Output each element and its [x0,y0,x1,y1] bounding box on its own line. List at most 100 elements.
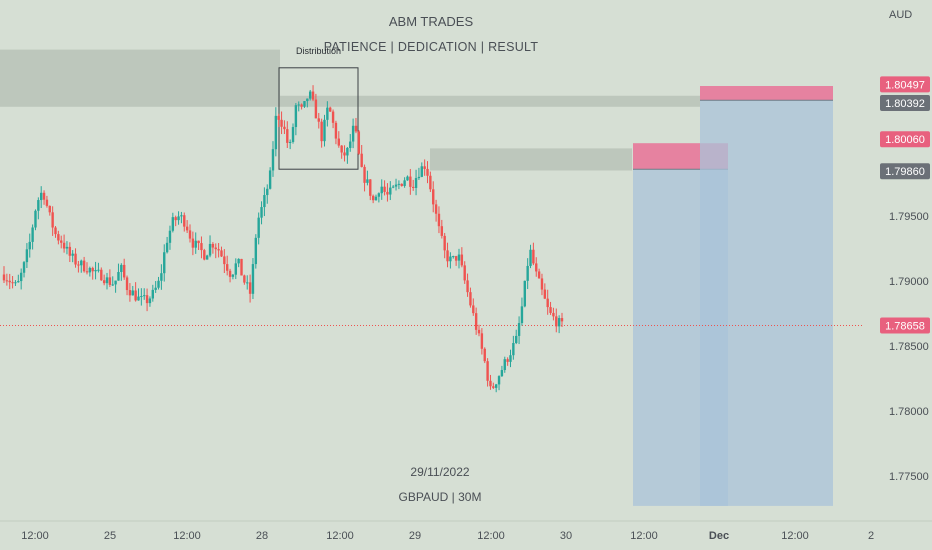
x-tick-label: 12:00 [477,530,505,542]
candle [125,275,129,296]
candle [363,164,366,192]
candle [274,107,278,157]
candle [380,179,383,200]
candle [506,357,509,366]
candle [437,206,441,234]
candle [497,375,501,391]
candle [180,211,183,224]
candle [386,183,389,202]
candle [420,162,423,178]
candle [317,112,320,129]
candle [160,264,163,290]
x-tick-label: 2 [868,530,874,542]
price-tag-label: 1.80392 [885,98,925,110]
candle [191,231,195,256]
candle [523,280,526,308]
candle [423,159,426,176]
y-tick-label: 1.78000 [889,406,929,418]
candle [406,175,409,181]
candle [308,89,312,101]
candle [57,230,60,245]
distribution-label: Distribution [296,46,342,56]
price-tag: 1.80392 [880,95,930,112]
candle [37,197,40,220]
candle [246,275,249,290]
candle [300,103,303,110]
candle [131,285,134,296]
candle [517,316,521,345]
price-tag-label: 1.78658 [885,320,925,332]
candle [323,114,326,147]
x-tick-label: 12:00 [173,530,201,542]
candle [248,274,252,303]
candle [466,273,469,297]
candle [400,183,403,187]
supply-zone-upper[interactable] [0,49,280,107]
candle [231,273,235,280]
candle [434,199,438,222]
candle [334,120,338,145]
candle [208,235,212,258]
candle [489,374,492,390]
candle [535,257,538,277]
candle [88,266,92,277]
supply-zone-upper-extension[interactable] [280,95,700,107]
candle [5,273,9,286]
candle [366,170,369,186]
candle [306,98,309,108]
candle [94,261,97,280]
currency-label: AUD [889,9,913,21]
candle [532,242,535,266]
candle [185,220,189,234]
candle [526,258,529,290]
candle [234,258,237,280]
candle [371,194,375,204]
candle [311,85,315,102]
candle [228,268,232,283]
candle [117,263,120,281]
candle [28,233,31,258]
short-position-2-stop-zone[interactable] [700,86,833,101]
candle [243,274,246,285]
candle [454,255,458,266]
candle [145,288,149,312]
candle [226,255,229,276]
candle [40,186,43,209]
candle [251,258,255,300]
candle [346,146,349,164]
candle [540,273,544,296]
x-tick-label: 30 [560,530,572,542]
candle [122,258,126,280]
y-tick-label: 1.79000 [889,276,929,288]
candle [477,324,481,337]
candle [480,328,484,355]
candle [500,365,504,377]
candle [25,243,29,268]
candle [277,113,280,128]
short-position-2-target-zone[interactable] [700,100,833,506]
candle [552,307,555,321]
candle [412,179,415,191]
x-tick-label: 25 [104,530,116,542]
supply-zone-lower[interactable] [430,148,632,171]
candle [82,256,86,273]
candle [128,283,132,302]
y-tick-label: 1.77500 [889,471,929,483]
candle [397,180,401,190]
x-tick-label: 29 [409,530,421,542]
candle [62,234,66,253]
candle [546,289,549,315]
x-tick-label: 12:00 [21,530,49,542]
candle [443,232,446,259]
candle [68,242,72,263]
candle [42,190,46,205]
candle [463,261,466,284]
candle [509,349,512,368]
candle [183,212,186,232]
candle [157,276,160,290]
candle [165,236,169,254]
candle [214,243,217,259]
price-tag-label: 1.80060 [885,134,925,146]
candle [11,276,14,289]
